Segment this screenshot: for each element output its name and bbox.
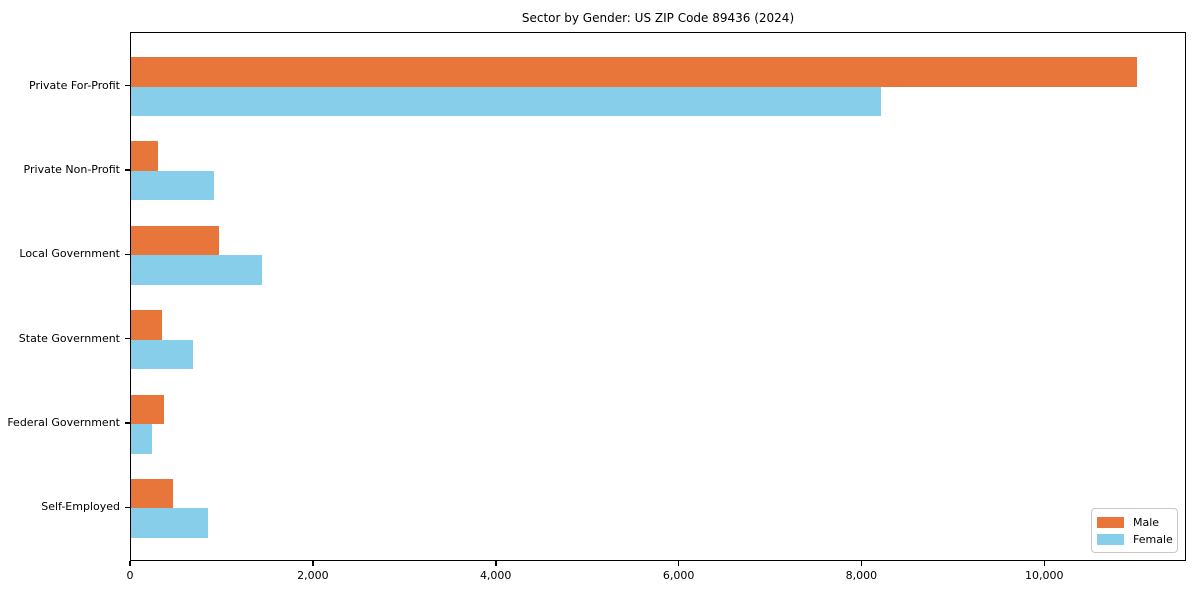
legend-label-female: Female: [1133, 533, 1173, 546]
x-tick: [677, 561, 680, 566]
bar-male-private-non-profit: [131, 141, 159, 171]
bar-female-state-government: [131, 339, 194, 370]
x-tick-label: 2,000: [297, 569, 329, 582]
bar-male-state-government: [131, 310, 163, 340]
y-axis-label-self-employed: Self-Employed: [41, 500, 120, 514]
x-tick: [860, 561, 863, 566]
y-tick: [125, 506, 130, 509]
y-axis-label-private-for-profit: Private For-Profit: [29, 78, 120, 92]
y-axis-label-private-non-profit: Private Non-Profit: [23, 162, 120, 176]
legend: Male Female: [1091, 508, 1178, 553]
legend-swatch-female: [1097, 534, 1124, 545]
legend-entry-female: Female: [1097, 531, 1177, 548]
plot-area: [130, 32, 1186, 561]
bar-female-private-for-profit: [131, 86, 881, 117]
y-tick: [125, 169, 130, 171]
y-axis-label-federal-government: Federal Government: [7, 416, 120, 430]
x-tick-label: 10,000: [1025, 569, 1064, 582]
x-tick: [495, 561, 497, 566]
legend-label-male: Male: [1133, 516, 1160, 529]
bar-female-local-government: [131, 255, 262, 285]
y-tick: [125, 337, 130, 340]
chart-title: Sector by Gender: US ZIP Code 89436 (202…: [521, 11, 795, 25]
x-tick-label: 8,000: [845, 569, 878, 582]
x-tick: [1043, 561, 1045, 566]
legend-swatch-male: [1097, 517, 1124, 528]
bar-female-self-employed: [131, 508, 208, 538]
x-tick: [129, 561, 131, 566]
bar-male-federal-government: [131, 394, 164, 424]
y-tick: [125, 422, 130, 424]
bar-female-private-non-profit: [131, 170, 215, 201]
y-tick: [125, 84, 130, 87]
bar-male-private-for-profit: [131, 57, 1137, 87]
y-axis-label-local-government: Local Government: [19, 247, 120, 261]
x-tick-label: 6,000: [662, 569, 695, 582]
y-axis-label-state-government: State Government: [18, 331, 120, 345]
y-tick: [125, 253, 130, 256]
bar-male-local-government: [131, 225, 219, 256]
x-tick-label: 0: [126, 569, 134, 582]
x-tick: [312, 561, 314, 566]
x-tick-label: 4,000: [479, 569, 512, 582]
legend-entry-male: Male: [1097, 514, 1177, 531]
bar-female-federal-government: [131, 424, 152, 454]
bar-male-self-employed: [131, 478, 174, 509]
